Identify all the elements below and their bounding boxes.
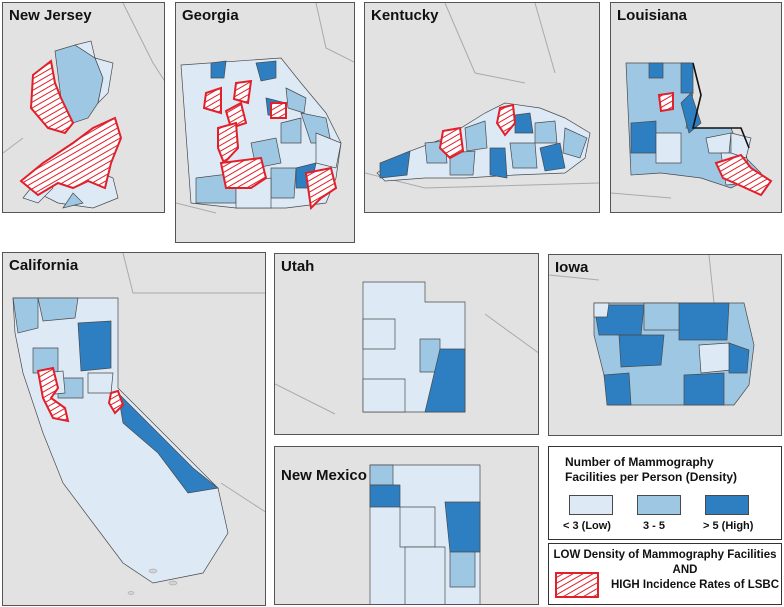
legend-label-mid: 3 - 5 [643, 520, 666, 532]
legend-title: Number of Mammography Facilities per Per… [565, 455, 737, 485]
legend-swatch-high [705, 495, 749, 515]
legend-title-line1: Number of Mammography [565, 455, 714, 469]
panel-california: California [2, 252, 266, 606]
hatch-legend: LOW Density of Mammography Facilities AN… [548, 543, 782, 605]
panel-title-new-mexico: New Mexico [281, 467, 367, 484]
panel-title-georgia: Georgia [182, 7, 239, 24]
hatch-legend-line1: LOW Density of Mammography Facilities [553, 549, 777, 561]
legend-swatch-mid [637, 495, 681, 515]
panel-georgia: Georgia [175, 2, 355, 243]
legend-label-high: > 5 (High) [703, 520, 754, 532]
panel-louisiana: Louisiana [610, 2, 782, 213]
louisiana-map [611, 62, 773, 199]
nj-hatch-south [19, 116, 123, 197]
utah-map [275, 281, 538, 415]
hatch-legend-line2: AND [672, 564, 698, 576]
panel-utah: Utah [274, 253, 539, 435]
california-map [12, 253, 265, 595]
panel-kentucky: Kentucky [364, 2, 600, 213]
panel-title-kentucky: Kentucky [371, 7, 439, 24]
georgia-map [176, 3, 354, 214]
new-mexico-map [369, 464, 481, 604]
legend-label-low: < 3 (Low) [563, 520, 611, 532]
panel-title-iowa: Iowa [555, 259, 589, 276]
panel-iowa: Iowa [548, 254, 782, 436]
new-jersey-map [3, 3, 164, 209]
legend-swatch-low [569, 495, 613, 515]
legend-title-line2: Facilities per Person (Density) [565, 470, 738, 484]
panel-new-mexico: New Mexico [274, 446, 539, 605]
iowa-map [549, 255, 755, 406]
panel-title-california: California [9, 257, 79, 274]
hatch-legend-line3: HIGH Incidence Rates of LSBC [610, 579, 780, 591]
kentucky-map [365, 3, 599, 189]
nj-hatch-north [29, 59, 75, 135]
panel-new-jersey: New Jersey [2, 2, 165, 213]
panel-title-new-jersey: New Jersey [9, 7, 92, 24]
density-legend: Number of Mammography Facilities per Per… [548, 446, 782, 540]
hatch-legend-swatch [555, 572, 599, 598]
panel-title-louisiana: Louisiana [617, 7, 688, 24]
panel-title-utah: Utah [281, 258, 315, 275]
